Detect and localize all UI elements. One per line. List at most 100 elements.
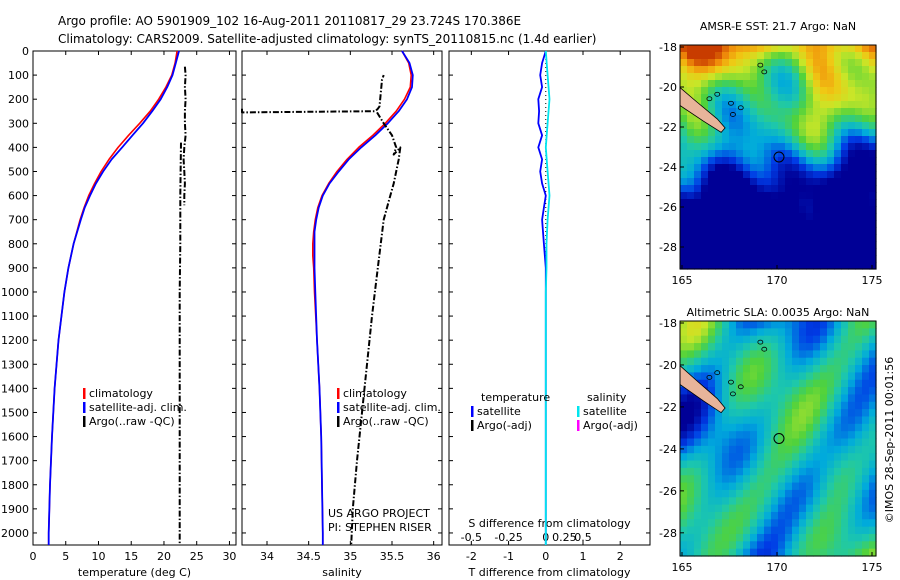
map-cell [862, 136, 870, 144]
map-cell [792, 136, 800, 144]
map-cell [855, 350, 863, 359]
map-cell [799, 394, 807, 403]
map-cell [778, 129, 786, 137]
map-cell [708, 206, 716, 214]
map-cell [778, 372, 786, 381]
y-tick-label: 100 [8, 69, 29, 82]
map-cell [743, 460, 751, 469]
map-cell [792, 80, 800, 88]
map-cell [771, 234, 779, 242]
map-cell [708, 234, 716, 242]
map-cell [792, 192, 800, 200]
map-cell [680, 343, 688, 351]
map-cell [806, 80, 814, 88]
x2-tick-label: 0.5 [574, 531, 592, 544]
map-cell [855, 467, 863, 476]
map-cell [764, 171, 772, 179]
map-cell [778, 122, 786, 130]
map-cell [820, 445, 828, 454]
map-cell [757, 387, 765, 396]
map-cell [680, 248, 688, 256]
map-cell [855, 192, 863, 200]
map-cell [750, 143, 758, 151]
map-cell [834, 213, 842, 221]
map-cell [701, 357, 709, 366]
map-cell [701, 460, 709, 469]
map-cell [799, 423, 807, 432]
map-cell [708, 227, 716, 235]
map-cell [729, 365, 737, 373]
map-cell [764, 453, 772, 462]
map-cell [743, 115, 751, 123]
y-tick-label: 400 [8, 141, 29, 154]
map-cell [841, 343, 849, 351]
map-cell [729, 511, 737, 520]
map-cell [750, 129, 758, 137]
map-cell [715, 45, 723, 53]
legend-label: satellite-adj. clim. [89, 401, 187, 414]
map-cell [708, 416, 716, 425]
map-cell [820, 533, 828, 542]
map-cell [715, 234, 723, 242]
island-outline [761, 346, 768, 352]
map-cell [757, 379, 765, 388]
map-cell [771, 438, 779, 447]
map-cell [813, 213, 821, 221]
map-cell [736, 94, 744, 102]
map-cell [680, 171, 688, 179]
map-cell [792, 171, 800, 179]
map-cell [806, 206, 814, 214]
map-cell [757, 328, 765, 337]
map-cell [729, 248, 737, 256]
map-cell [869, 199, 877, 207]
map-cell [722, 80, 730, 88]
map-cell [757, 66, 765, 74]
map-cell [862, 394, 870, 403]
map-cell [862, 87, 870, 95]
map-cell [848, 482, 856, 491]
map-cell [694, 199, 702, 207]
map-cell [764, 416, 772, 425]
map-cell [799, 101, 807, 109]
argo-position-marker [773, 433, 785, 444]
map-cell [869, 59, 877, 67]
map-cell [862, 248, 870, 256]
map-cell [750, 255, 758, 263]
map-cell [764, 192, 772, 200]
map-cell [820, 94, 828, 102]
map-cell [722, 262, 730, 270]
map-cell [806, 143, 814, 151]
map-cell [785, 343, 793, 351]
map-cell [743, 73, 751, 81]
map-cell [792, 185, 800, 193]
map-cell [764, 59, 772, 67]
map-cell [841, 164, 849, 172]
map-cell [834, 164, 842, 172]
map-cell [799, 122, 807, 130]
map-cell [750, 526, 758, 535]
map-cell [694, 526, 702, 535]
map-cell [834, 143, 842, 151]
map-cell [806, 379, 814, 388]
map-cell [834, 171, 842, 179]
island-outline [757, 339, 764, 345]
map-cell [841, 241, 849, 249]
map-cell [778, 199, 786, 207]
map-cell [806, 482, 814, 491]
map-cell [820, 548, 828, 557]
map-cell [841, 108, 849, 116]
map-cell [827, 52, 835, 60]
map-cell [848, 59, 856, 67]
map-cell [862, 401, 870, 410]
map-cell [722, 423, 730, 432]
x-tick-label: 35.5 [380, 550, 405, 563]
map-cell [855, 335, 863, 344]
map-cell [813, 431, 821, 440]
map-cell [792, 489, 800, 498]
map-cell [820, 227, 828, 235]
map-cell [687, 541, 695, 550]
map-cell [771, 52, 779, 60]
map-cell [785, 255, 793, 263]
map-cell [764, 482, 772, 491]
map-cell [869, 394, 877, 403]
